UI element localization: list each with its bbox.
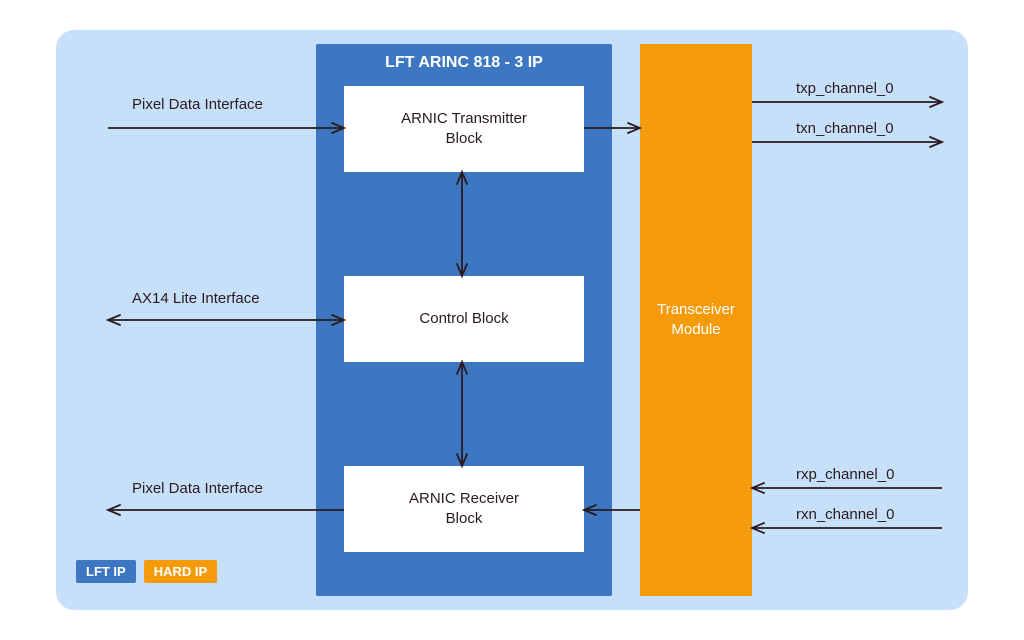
transmitter-block-label: ARNIC TransmitterBlock: [401, 109, 527, 150]
transceiver-module-label: TransceiverModule: [657, 300, 735, 341]
legend-lft-chip: LFT IP: [76, 560, 136, 583]
legend-hard-label: HARD IP: [154, 564, 207, 579]
ip-block-title: LFT ARINC 818 - 3 IP: [316, 54, 612, 72]
control-block-label: Control Block: [419, 309, 508, 329]
label-rxn: rxn_channel_0: [796, 506, 894, 523]
label-pixel-out: Pixel Data Interface: [132, 480, 263, 497]
receiver-block-label: ARNIC ReceiverBlock: [409, 489, 519, 530]
receiver-block: ARNIC ReceiverBlock: [344, 466, 584, 552]
label-rxp: rxp_channel_0: [796, 466, 894, 483]
label-txn: txn_channel_0: [796, 120, 894, 137]
legend-lft-label: LFT IP: [86, 564, 126, 579]
label-axi: AX14 Lite Interface: [132, 290, 260, 307]
control-block: Control Block: [344, 276, 584, 362]
transmitter-block: ARNIC TransmitterBlock: [344, 86, 584, 172]
label-pixel-in: Pixel Data Interface: [132, 96, 263, 113]
transceiver-module: TransceiverModule: [640, 44, 752, 596]
legend: LFT IP HARD IP: [76, 560, 217, 583]
label-txp: txp_channel_0: [796, 80, 894, 97]
legend-hard-chip: HARD IP: [144, 560, 217, 583]
